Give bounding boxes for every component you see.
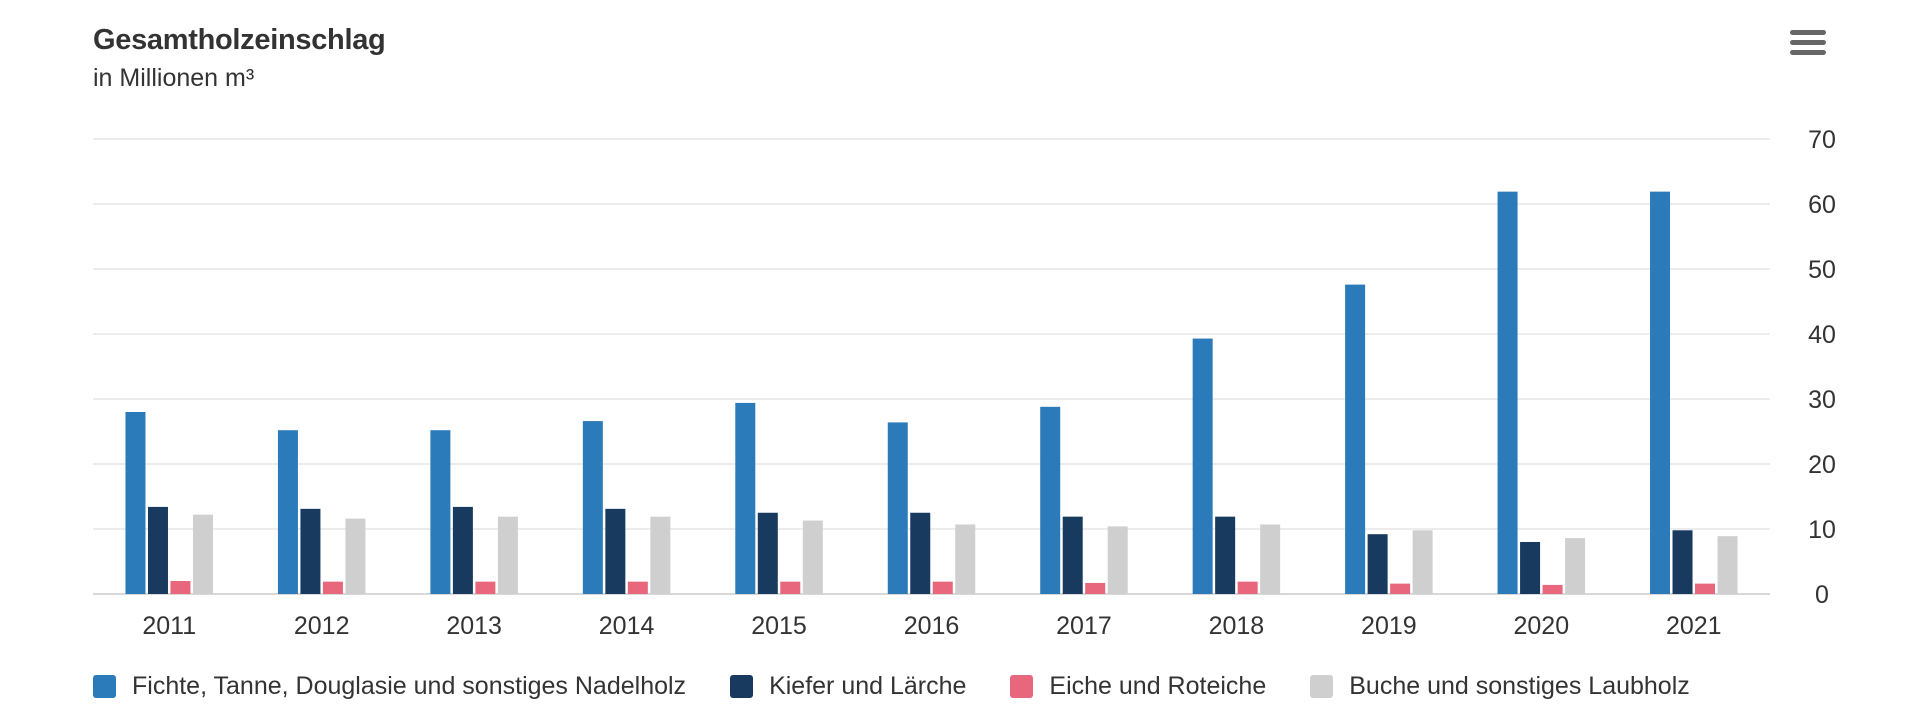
legend-swatch [1310,674,1334,698]
bar [192,514,213,594]
chart-subtitle: in Millionen m³ [93,64,255,92]
bar [1062,516,1083,594]
legend-label: Kiefer und Lärche [769,671,967,700]
legend-item[interactable]: Eiche und Roteiche [1010,672,1266,701]
x-tick-label: 2013 [446,612,502,640]
bar [802,520,823,594]
bar [300,508,321,594]
bars [125,191,1738,594]
bar [322,581,343,594]
menu-line [1790,40,1826,45]
bar [1345,284,1366,594]
axis-labels: 0 10 20 30 40 50 60 70 2011 2012 2013 2014 2015 2016 2… [142,126,1836,640]
legend-item[interactable]: Fichte, Tanne, Douglasie und sonstiges N… [93,672,686,701]
bar [910,512,931,594]
y-tick-label: 30 [1808,386,1836,414]
bar [1215,516,1236,594]
y-tick-label: 60 [1808,191,1836,219]
bar [1695,583,1716,594]
menu-line [1790,30,1826,35]
bar [1260,524,1281,594]
bar [887,422,908,594]
bar [497,516,518,594]
bar [650,516,671,594]
legend-swatch [93,674,116,698]
x-tick-label: 2012 [294,612,350,640]
bar [757,512,778,594]
menu-line [1790,50,1826,55]
x-tick-label: 2011 [142,612,196,640]
y-tick-label: 0 [1815,581,1829,609]
x-tick-label: 2015 [751,612,807,640]
legend-label: Fichte, Tanne, Douglasie und sonstiges N… [132,671,687,700]
y-tick-label: 50 [1808,256,1836,284]
legend-label: Eiche und Roteiche [1049,671,1267,700]
x-tick-label: 2021 [1666,612,1722,640]
bar [475,581,496,594]
hamburger-menu-icon[interactable] [1790,30,1826,60]
bar [1367,534,1388,594]
bar [735,402,756,594]
x-tick-label: 2019 [1361,612,1417,640]
bar [430,430,451,594]
x-tick-label: 2017 [1056,612,1112,640]
x-tick-label: 2016 [904,612,960,640]
bar [125,412,146,594]
bar [1520,542,1541,594]
legend-swatch [1010,674,1034,698]
y-tick-label: 10 [1808,516,1836,544]
legend-swatch [730,674,754,698]
x-tick-label: 2014 [599,612,655,640]
y-tick-label: 40 [1808,321,1836,349]
bar [605,508,626,594]
bar [1107,526,1128,594]
bar [1412,530,1433,594]
bar [452,506,473,594]
bar [780,581,801,594]
legend-label: Buche und sonstiges Laubholz [1349,671,1690,700]
bar [147,506,168,594]
bar [955,524,976,594]
bar [1672,530,1693,594]
chart-title: Gesamtholzeinschlag [93,24,386,56]
bar [1497,191,1518,594]
bar [1192,338,1213,594]
bar [582,421,603,594]
legend-item[interactable]: Buche und sonstiges Laubholz [1310,672,1690,701]
bar [277,430,298,594]
bar [345,518,366,594]
grid-lines [93,138,1770,595]
legend: Fichte, Tanne, Douglasie und sonstiges N… [93,668,1734,704]
bar [1237,581,1258,594]
x-tick-label: 2018 [1209,612,1265,640]
bar [1085,582,1106,594]
legend-item[interactable]: Kiefer und Lärche [730,672,966,701]
y-tick-label: 70 [1808,126,1836,154]
y-tick-label: 20 [1808,451,1836,479]
bar [932,581,953,594]
bar [1040,406,1061,594]
bar [1717,536,1738,594]
bar [1390,583,1411,594]
bar [1542,584,1563,594]
bar [1650,191,1671,594]
bar [170,581,191,594]
bar [627,581,648,594]
x-tick-label: 2020 [1514,612,1570,640]
bar [1565,538,1586,594]
